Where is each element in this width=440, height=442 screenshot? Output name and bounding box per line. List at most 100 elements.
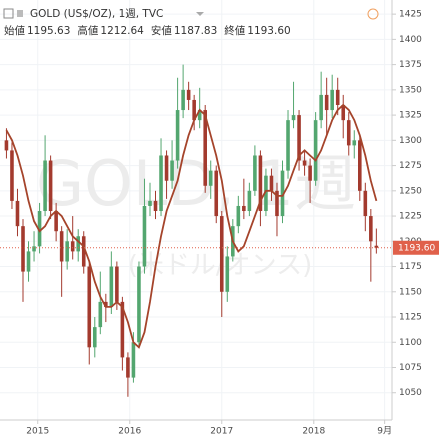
candle-body <box>341 105 346 121</box>
ohlc-label: 高値 <box>77 24 98 37</box>
candle-body <box>26 251 31 272</box>
ohlc-label: 始値 <box>4 24 25 37</box>
candle-body <box>308 165 312 181</box>
candle-body <box>236 205 241 227</box>
y-tick-label: 1175 <box>399 262 422 272</box>
candle-body <box>170 160 174 181</box>
candle-body <box>76 236 81 252</box>
ohlc-label: 安値 <box>151 24 172 37</box>
candle-body <box>374 245 379 248</box>
moving-average <box>5 103 378 349</box>
candle-body <box>352 140 357 146</box>
y-tick-label: 1325 <box>399 111 422 121</box>
candle-body <box>21 226 25 272</box>
ohlc-value: 1212.64 <box>100 25 144 37</box>
candle-body <box>197 110 202 121</box>
y-tick-label: 1425 <box>399 10 422 20</box>
candle-body <box>335 89 340 105</box>
last-price-tag <box>393 240 439 255</box>
candle-body <box>286 120 290 171</box>
candle-body <box>280 170 285 217</box>
last-price-label: 1193.60 <box>398 243 435 253</box>
candle-body <box>214 170 219 217</box>
candle-body <box>275 190 279 217</box>
axes: 1050107511001125115011751200122512501275… <box>26 10 439 437</box>
candle-body <box>37 211 42 247</box>
ohlc-legend: 始値 1195.63 高値 1212.64 安値 1187.83 終値 1193.60 <box>4 24 291 37</box>
candle-body <box>258 155 263 212</box>
candle-body <box>126 357 130 378</box>
candle-body <box>369 216 373 242</box>
candle-body <box>175 110 180 161</box>
candle-body <box>109 266 114 307</box>
candle-body <box>247 190 252 212</box>
candle-body <box>291 115 296 121</box>
y-tick-label: 1150 <box>399 287 422 297</box>
candle-body <box>65 241 69 262</box>
candle-body <box>269 175 274 191</box>
y-tick-label: 1250 <box>399 186 422 196</box>
candle-body <box>324 94 329 111</box>
candle-body <box>120 301 125 358</box>
candle-body <box>87 266 92 348</box>
y-tick-label: 1050 <box>399 388 422 398</box>
candle-body <box>48 160 53 212</box>
candle-body <box>159 155 163 212</box>
ohlc-label: 終値 <box>224 24 245 37</box>
x-tick-label: 2018 <box>302 427 325 437</box>
symbol-icon[interactable] <box>17 10 23 17</box>
candle-body <box>242 205 246 212</box>
expand-icon[interactable] <box>3 8 14 19</box>
candle-body <box>219 216 224 292</box>
candle-body <box>81 236 86 267</box>
dropdown[interactable] <box>196 12 204 16</box>
candle-body <box>92 327 97 348</box>
candle-body <box>319 94 323 121</box>
candle-body <box>131 342 136 378</box>
ohlc-value: 1195.63 <box>27 25 70 37</box>
y-tick-label: 1350 <box>399 85 422 95</box>
candle-body <box>98 301 103 328</box>
candle-body <box>363 190 368 217</box>
alert-icon[interactable] <box>367 8 379 20</box>
chart-title: GOLD (US$/OZ), 1週, TVC <box>30 8 163 20</box>
grid <box>0 0 392 420</box>
candle-body <box>43 160 47 212</box>
candle-body <box>164 155 169 181</box>
candle-body <box>148 200 152 206</box>
candle-body <box>10 150 14 201</box>
x-tick-label: 2015 <box>26 427 49 437</box>
candle-body <box>346 120 351 146</box>
y-tick-label: 1375 <box>399 60 422 70</box>
candle-body <box>297 115 301 161</box>
plot <box>0 64 392 397</box>
candle-body <box>4 140 9 151</box>
candle-body <box>142 205 147 267</box>
y-tick-label: 1300 <box>399 136 422 146</box>
x-tick-label: 2016 <box>118 427 141 437</box>
candle-body <box>32 246 36 252</box>
x-tick-label: 9月 <box>377 426 392 437</box>
candle-body <box>181 89 185 111</box>
y-tick-label: 1125 <box>399 313 422 323</box>
y-tick-label: 1400 <box>399 35 422 45</box>
candle-body <box>115 266 119 302</box>
candle-body <box>264 175 268 212</box>
candle-body <box>225 256 230 292</box>
y-tick-label: 1225 <box>399 212 422 222</box>
watermark: GOLD, 1週 <box>36 147 356 220</box>
candle-body <box>253 155 257 191</box>
x-tick-label: 2017 <box>210 427 233 437</box>
y-tick-label: 1100 <box>399 338 422 348</box>
candle-body <box>59 231 64 262</box>
candle-body <box>302 160 307 166</box>
candle-body <box>186 89 191 100</box>
candle-body <box>15 200 20 227</box>
candle-body <box>208 170 213 186</box>
candle-body <box>137 266 141 343</box>
candle-body <box>313 120 318 181</box>
candle-body <box>70 241 75 252</box>
candle-body <box>104 301 108 307</box>
y-tick-label: 1275 <box>399 161 422 171</box>
